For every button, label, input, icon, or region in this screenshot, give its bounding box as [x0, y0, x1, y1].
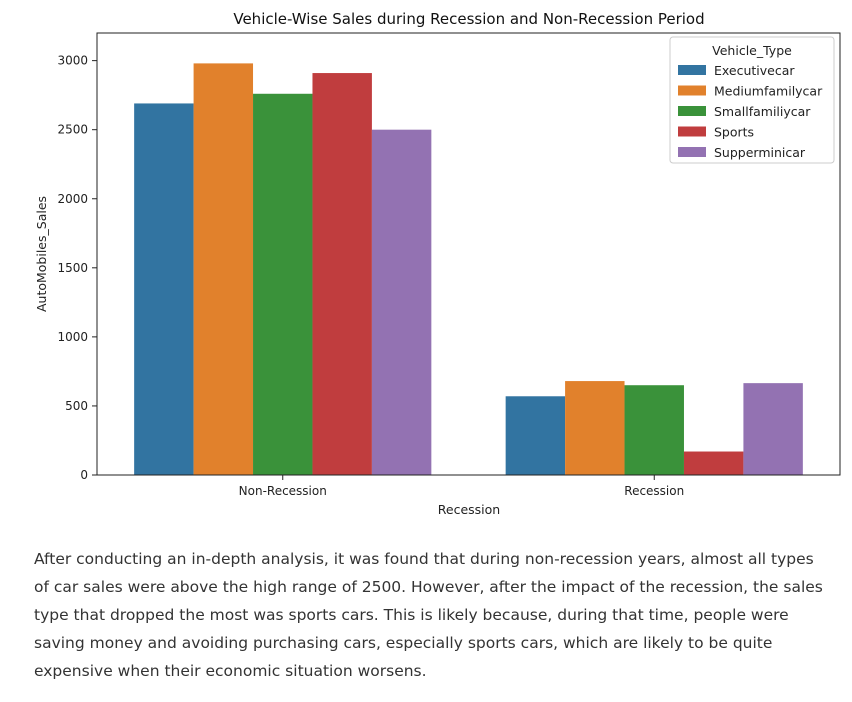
legend-swatch-smallfamiliycar	[678, 106, 706, 116]
x-axis-label: Recession	[438, 502, 500, 517]
bar-mediumfamilycar-recession	[565, 381, 625, 475]
legend: Vehicle_Type Executivecar Mediumfamilycar…	[669, 36, 835, 164]
bar-sports-recession	[683, 451, 744, 475]
y-axis-ticks: 0 500 1000 1500 2000 2500 3000	[57, 54, 97, 482]
y-tick-label: 2000	[57, 192, 88, 206]
legend-swatch-executivecar	[678, 65, 706, 75]
legend-label-smallfamiliycar: Smallfamiliycar	[714, 104, 811, 119]
bar-supperminicar-recession	[743, 383, 803, 475]
bar-chart: Vehicle-Wise Sales during Recession and …	[34, 10, 841, 517]
legend-label-mediumfamilycar: Mediumfamilycar	[714, 84, 823, 99]
bar-mediumfamilycar-non-recession	[193, 63, 254, 475]
y-tick-label: 2500	[57, 123, 88, 137]
bar-supperminicar-non-recession	[371, 129, 432, 475]
y-axis-label: AutoMobiles_Sales	[34, 196, 49, 312]
bar-smallfamiliycar-non-recession	[253, 93, 313, 476]
plot-frame	[96, 32, 841, 476]
legend-items: Executivecar Mediumfamilycar Smallfamiliyc…	[678, 63, 823, 160]
legend-title: Vehicle_Type	[712, 43, 792, 58]
x-tick-label: Recession	[624, 484, 684, 498]
legend-swatch-supperminicar	[678, 147, 706, 157]
bar-smallfamiliycar-recession	[624, 385, 684, 475]
y-tick-label: 3000	[57, 54, 88, 68]
bar-executivecar-non-recession	[134, 103, 194, 475]
legend-swatch-mediumfamilycar	[678, 85, 706, 96]
x-tick-label: Non-Recession	[239, 484, 327, 498]
legend-label-executivecar: Executivecar	[714, 63, 795, 78]
chart-title: Vehicle-Wise Sales during Recession and …	[233, 10, 704, 28]
legend-label-supperminicar: Supperminicar	[714, 145, 806, 160]
y-tick-label: 1500	[57, 261, 88, 275]
bar-sports-non-recession	[312, 73, 372, 476]
x-axis-ticks: Non-Recession Recession	[239, 475, 684, 498]
legend-swatch-sports	[678, 126, 706, 137]
bars-group	[134, 63, 803, 476]
y-tick-label: 1000	[57, 330, 88, 344]
analysis-paragraph: After conducting an in-depth analysis, i…	[34, 550, 823, 680]
y-tick-label: 0	[80, 468, 88, 482]
legend-label-sports: Sports	[714, 125, 754, 140]
bar-executivecar-recession	[505, 396, 566, 475]
y-tick-label: 500	[65, 399, 88, 413]
legend-box	[669, 36, 835, 164]
chart-container: Vehicle-Wise Sales during Recession and …	[34, 10, 841, 517]
